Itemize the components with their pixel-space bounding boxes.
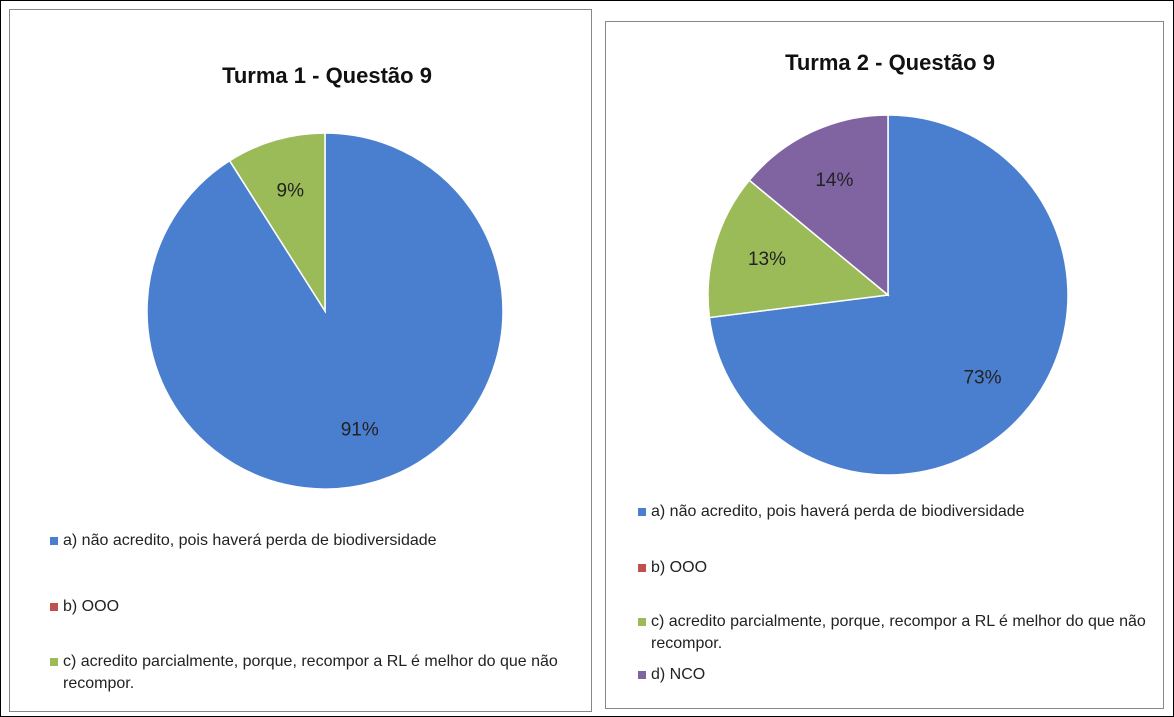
legend-swatch: [638, 671, 646, 679]
legend-swatch: [50, 603, 58, 611]
legend-label: a) não acredito, pois haverá perda de bi…: [63, 532, 437, 549]
chart-panel: Turma 2 - Questão 9 73% 13% 14% a) não acred…: [605, 21, 1164, 709]
chart-panel: Turma 1 - Questão 9 91% 9% a) não acredito,…: [9, 9, 592, 712]
legend-item: c) acredito parcialmente, porque, recomp…: [638, 611, 1148, 655]
pie-slice: [228, 132, 326, 314]
legend-swatch: [50, 537, 58, 545]
pie-slice: [707, 179, 890, 319]
legend-label: b) OOO: [651, 559, 708, 576]
legend-item: b) OOO: [50, 596, 570, 618]
data-label: 14%: [815, 170, 853, 191]
chart-title: Turma 1 - Questão 9: [222, 63, 432, 88]
legend-item: b) OOO: [638, 557, 1148, 579]
legend-label: a) não acredito, pois haverá perda de bi…: [651, 503, 1025, 520]
legend-label: c) acredito parcialmente, porque, recomp…: [63, 653, 558, 692]
pie-slice: [748, 114, 889, 297]
legend-swatch: [638, 564, 646, 572]
legend-label: d) NCO: [651, 666, 706, 683]
legend-item: a) não acredito, pois haverá perda de bi…: [638, 501, 1148, 523]
pie-slice: [146, 132, 504, 490]
legend-swatch: [638, 618, 646, 626]
legend-item: c) acredito parcialmente, porque, recomp…: [50, 651, 570, 695]
data-label: 9%: [277, 180, 305, 201]
chart-title: Turma 2 - Questão 9: [785, 50, 995, 75]
data-label: 73%: [963, 367, 1001, 388]
data-label: 13%: [748, 249, 786, 270]
legend-label: b) OOO: [63, 598, 120, 615]
chart: Turma 1 - Questão 9 91% 9%: [146, 63, 504, 490]
legend-item: d) NCO: [638, 664, 1148, 686]
legend-swatch: [50, 658, 58, 666]
legend-item: a) não acredito, pois haverá perda de bi…: [50, 530, 570, 552]
legend-swatch: [638, 508, 646, 516]
data-label: 91%: [341, 420, 379, 441]
legend-label: c) acredito parcialmente, porque, recomp…: [651, 613, 1146, 652]
chart: Turma 2 - Questão 9 73% 13% 14%: [707, 50, 1069, 476]
